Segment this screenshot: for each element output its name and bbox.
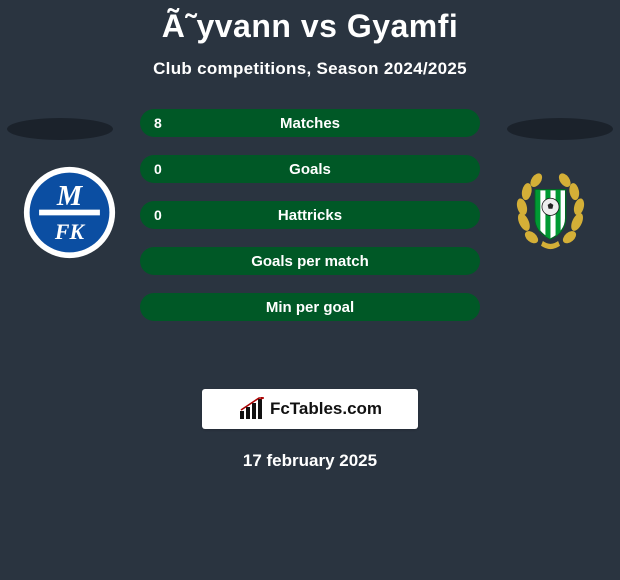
hammarby-badge-icon [503, 165, 598, 260]
footer-date: 17 february 2025 [0, 451, 620, 471]
svg-text:11: 11 [85, 216, 91, 222]
club-badge-left: M FK 19 11 [22, 165, 117, 260]
stat-row-goals: 0 Goals [140, 155, 480, 183]
subtitle: Club competitions, Season 2024/2025 [0, 59, 620, 79]
stats-area: M FK 19 11 [0, 109, 620, 369]
svg-text:M: M [56, 181, 84, 212]
svg-text:FK: FK [54, 220, 86, 244]
stat-label: Hattricks [140, 207, 480, 224]
stat-label: Goals per match [140, 253, 480, 270]
stat-row-goals-per-match: Goals per match [140, 247, 480, 275]
stat-label: Goals [140, 161, 480, 178]
stat-label: Matches [140, 115, 480, 132]
stat-row-hattricks: 0 Hattricks [140, 201, 480, 229]
site-attribution[interactable]: FcTables.com [202, 389, 418, 429]
svg-text:19: 19 [47, 216, 53, 222]
stat-label: Min per goal [140, 299, 480, 316]
player-shadow-left [7, 118, 113, 140]
player-shadow-right [507, 118, 613, 140]
page-title: Ã˜yvann vs Gyamfi [0, 8, 620, 45]
club-badge-right [503, 165, 598, 260]
comparison-card: Ã˜yvann vs Gyamfi Club competitions, Sea… [0, 0, 620, 471]
stat-row-matches: 8 Matches [140, 109, 480, 137]
stat-pill-stack: 8 Matches 0 Goals 0 Hattricks Goals per … [140, 109, 480, 321]
stat-row-min-per-goal: Min per goal [140, 293, 480, 321]
molde-badge-icon: M FK 19 11 [22, 165, 117, 260]
fctables-logo-icon [238, 397, 268, 421]
site-label: FcTables.com [270, 399, 382, 419]
